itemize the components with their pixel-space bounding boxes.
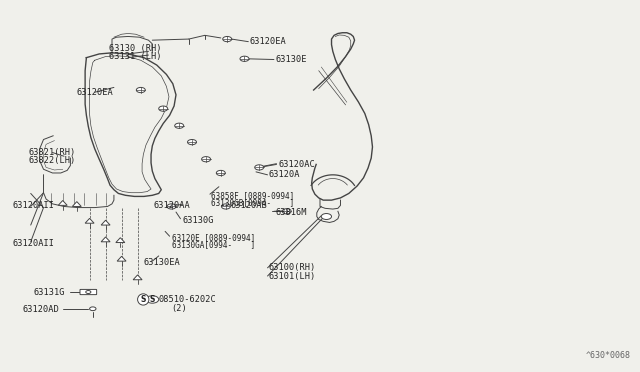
Text: 63100(RH): 63100(RH) xyxy=(269,263,316,272)
Text: 63120AII: 63120AII xyxy=(13,239,55,248)
Text: 63101(LH): 63101(LH) xyxy=(269,272,316,280)
Polygon shape xyxy=(58,201,67,205)
Circle shape xyxy=(159,106,168,111)
Circle shape xyxy=(223,36,232,42)
Text: 63822(LH): 63822(LH) xyxy=(29,156,76,165)
Circle shape xyxy=(188,140,196,145)
Circle shape xyxy=(255,165,264,170)
Circle shape xyxy=(175,123,184,128)
Text: 63120EA: 63120EA xyxy=(250,37,286,46)
Circle shape xyxy=(282,209,291,214)
Polygon shape xyxy=(101,237,110,242)
Circle shape xyxy=(136,87,145,93)
Text: 63130GB[0994-    ]: 63130GB[0994- ] xyxy=(211,198,294,207)
Text: 63130 (RH): 63130 (RH) xyxy=(109,44,161,53)
Circle shape xyxy=(221,204,230,209)
Polygon shape xyxy=(116,238,125,243)
Text: 63821(RH): 63821(RH) xyxy=(29,148,76,157)
Text: S: S xyxy=(150,295,155,304)
Text: 63131G: 63131G xyxy=(33,288,65,297)
Circle shape xyxy=(86,291,91,294)
Text: 63120EA: 63120EA xyxy=(77,88,113,97)
Text: 63120AA: 63120AA xyxy=(154,201,190,210)
Polygon shape xyxy=(117,256,126,261)
Polygon shape xyxy=(85,218,94,223)
Circle shape xyxy=(240,56,249,61)
Text: 63120AD: 63120AD xyxy=(22,305,59,314)
Text: 08510-6202C: 08510-6202C xyxy=(159,295,216,304)
Text: 63858F [0889-0994]: 63858F [0889-0994] xyxy=(211,191,294,200)
FancyBboxPatch shape xyxy=(80,289,97,295)
Text: 63120AC: 63120AC xyxy=(278,160,315,169)
Circle shape xyxy=(167,204,176,209)
Text: 63130GA[0994-    ]: 63130GA[0994- ] xyxy=(172,240,255,249)
Text: S: S xyxy=(141,295,146,304)
Circle shape xyxy=(146,296,159,303)
Text: 63120AII: 63120AII xyxy=(13,201,55,210)
Text: 63131 (LH): 63131 (LH) xyxy=(109,52,161,61)
Text: 63130E: 63130E xyxy=(275,55,307,64)
Polygon shape xyxy=(72,202,81,206)
Polygon shape xyxy=(133,275,142,280)
Text: 63130EA: 63130EA xyxy=(144,258,180,267)
Text: (2): (2) xyxy=(172,304,188,312)
Polygon shape xyxy=(101,220,110,225)
Text: 63120E [0889-0994]: 63120E [0889-0994] xyxy=(172,233,255,242)
Circle shape xyxy=(216,170,225,176)
Text: 63130G: 63130G xyxy=(182,216,214,225)
Circle shape xyxy=(321,214,332,219)
Text: 63120AB: 63120AB xyxy=(230,201,267,210)
Text: ^630*0068: ^630*0068 xyxy=(586,351,630,360)
Circle shape xyxy=(90,307,96,311)
Circle shape xyxy=(202,157,211,162)
Text: 63816M: 63816M xyxy=(275,208,307,217)
Text: 63120A: 63120A xyxy=(269,170,300,179)
